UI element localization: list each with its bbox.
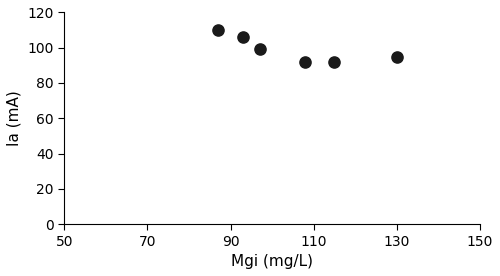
Point [214,28,222,32]
Point [239,35,247,39]
Point [302,60,310,64]
Point [330,60,338,64]
X-axis label: Mgi (mg/L): Mgi (mg/L) [231,254,313,269]
Y-axis label: Ia (mA): Ia (mA) [7,90,22,146]
Point [393,54,401,59]
Point [256,47,264,52]
